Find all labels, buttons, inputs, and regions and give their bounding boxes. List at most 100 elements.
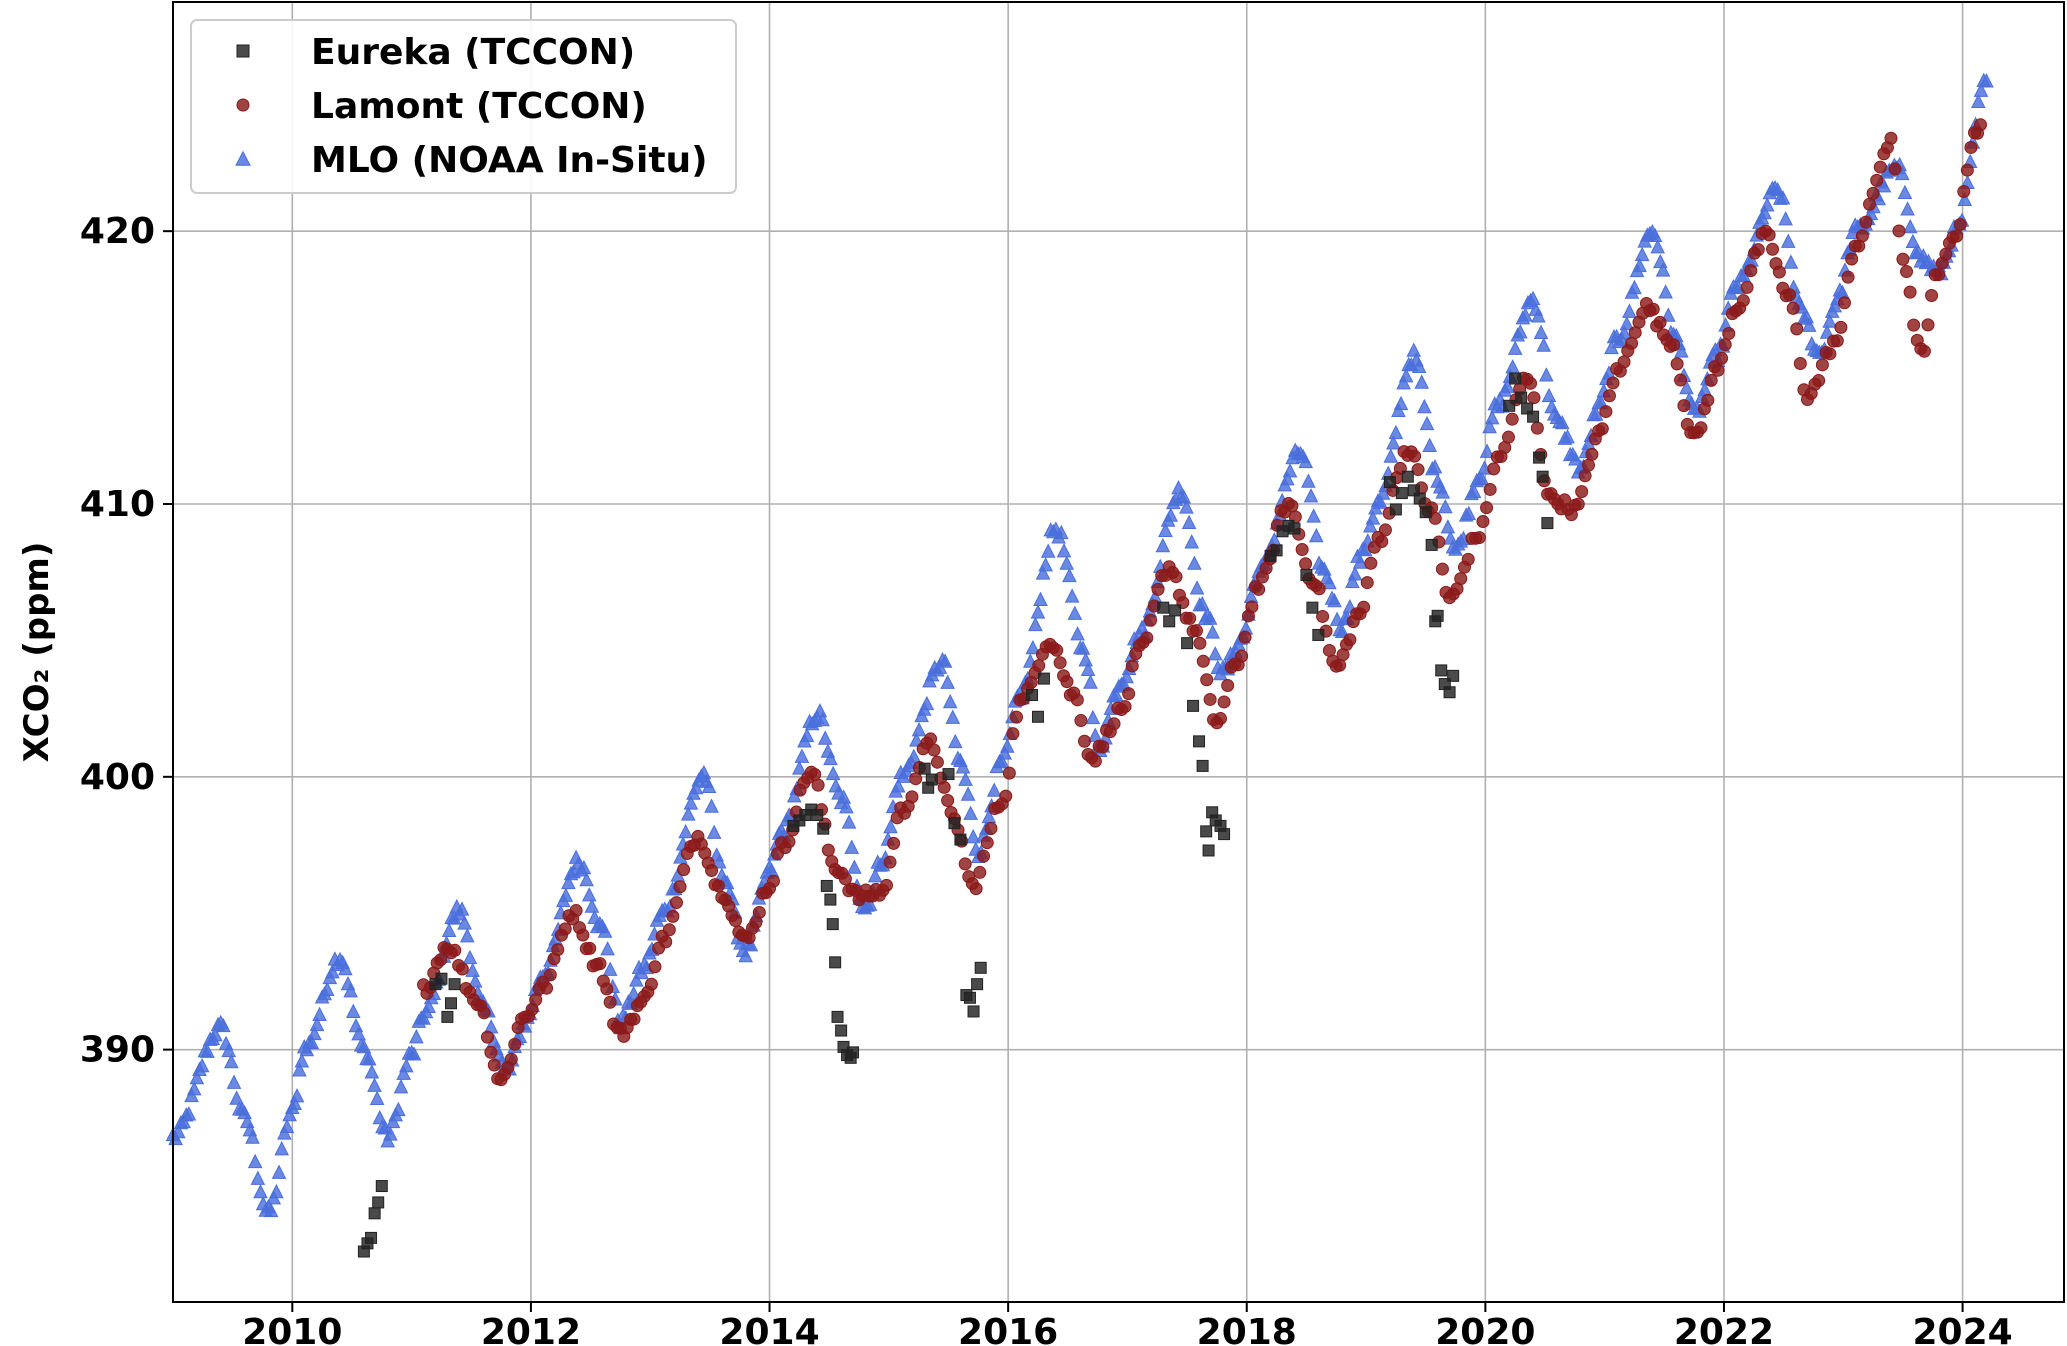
mlo-point xyxy=(1056,543,1072,558)
mlo-point xyxy=(1322,574,1337,590)
mlo-point xyxy=(1560,429,1575,444)
lamont-point xyxy=(1766,242,1780,256)
mlo-point xyxy=(170,1123,186,1139)
lamont-point xyxy=(669,896,683,910)
mlo-point xyxy=(1437,498,1453,514)
lamont-point xyxy=(627,1012,641,1026)
eureka-point xyxy=(448,978,461,991)
mlo-point xyxy=(393,1079,409,1094)
lamont-point xyxy=(821,843,835,857)
x-tick-label: 2012 xyxy=(481,1312,581,1346)
lamont-point xyxy=(1793,357,1807,371)
lamont-point xyxy=(1790,322,1804,336)
mlo-point xyxy=(1466,483,1482,499)
lamont-point xyxy=(1575,485,1589,499)
eureka-point xyxy=(1527,410,1540,423)
lamont-point xyxy=(673,880,687,894)
lamont-point xyxy=(1859,215,1873,229)
mlo-point xyxy=(1365,510,1381,525)
mlo-point xyxy=(1419,415,1435,431)
mlo-point xyxy=(364,1064,380,1079)
mlo-point xyxy=(1067,605,1083,620)
mlo-point xyxy=(226,1074,242,1089)
mlo-point xyxy=(282,1106,297,1122)
lamont-point xyxy=(1815,358,1829,372)
axis-ticks: 2010 2012 2014 2016 2018 2020 2022 2024 390 400 41… xyxy=(80,211,2013,1346)
lamont-point xyxy=(1932,268,1946,282)
lamont-point xyxy=(1973,118,1987,132)
mlo-point xyxy=(1414,374,1430,389)
x-tick-label: 2020 xyxy=(1435,1312,1535,1346)
lamont-point xyxy=(1002,766,1016,780)
lamont-point xyxy=(1939,247,1953,261)
eureka-point xyxy=(372,1196,385,1209)
legend-box xyxy=(190,19,737,194)
eureka-point xyxy=(1306,601,1319,614)
eureka-point xyxy=(1312,628,1325,641)
eureka-point xyxy=(1037,672,1050,685)
mlo-point xyxy=(304,1034,320,1050)
lamont-point xyxy=(1480,501,1494,515)
lamont-point xyxy=(593,957,607,971)
lamont-point xyxy=(1722,327,1736,341)
mlo-point xyxy=(253,1183,268,1199)
lamont-point xyxy=(1888,162,1902,176)
eureka-point xyxy=(974,961,987,974)
x-tick-label: 2014 xyxy=(719,1312,819,1346)
lamont-point xyxy=(455,962,469,976)
lamont-point xyxy=(1501,430,1515,444)
lamont-point xyxy=(583,941,597,955)
lamont-point xyxy=(752,905,766,919)
lamont-point xyxy=(1834,320,1848,334)
mlo-point xyxy=(367,1077,382,1092)
mlo-point xyxy=(1658,284,1673,299)
mlo-point xyxy=(909,732,924,747)
lamont-point xyxy=(1009,710,1023,724)
data-points xyxy=(165,72,1994,1258)
eureka-point xyxy=(829,956,842,969)
mlo-point xyxy=(200,1043,215,1058)
lamont-point xyxy=(711,879,725,893)
mlo-point xyxy=(1388,424,1404,440)
lamont-point xyxy=(1830,334,1844,348)
lamont-point xyxy=(1472,531,1486,545)
mlo-point xyxy=(1347,566,1363,581)
eureka-point xyxy=(1503,399,1516,412)
mlo-point xyxy=(701,778,717,794)
mlo-point xyxy=(947,733,963,749)
lamont-point xyxy=(1196,654,1210,668)
eureka-point xyxy=(444,997,457,1010)
eureka-point xyxy=(1425,538,1438,551)
mlo-point xyxy=(1533,324,1549,339)
mlo-point xyxy=(1554,414,1570,430)
mlo-point xyxy=(1108,687,1124,702)
eureka-point xyxy=(831,1010,844,1023)
mlo-point xyxy=(309,1016,325,1032)
mlo-point xyxy=(1053,524,1069,540)
eureka-point xyxy=(1300,568,1313,581)
mlo-point xyxy=(711,854,727,869)
lamont-point xyxy=(1896,252,1910,266)
mlo-point xyxy=(1062,567,1077,583)
y-tick-label: 390 xyxy=(80,1030,155,1071)
eureka-point xyxy=(1515,391,1528,404)
lamont-point xyxy=(1252,582,1266,596)
eureka-point xyxy=(1181,637,1194,650)
mlo-point xyxy=(815,711,830,727)
mlo-point xyxy=(997,745,1013,760)
mlo-point xyxy=(1778,211,1793,226)
mlo-point xyxy=(356,1038,372,1054)
mlo-point xyxy=(825,765,841,781)
eureka-point xyxy=(1447,669,1460,682)
eureka-point xyxy=(1383,476,1396,489)
lamont-point xyxy=(937,780,951,794)
lamont-point xyxy=(1122,687,1136,701)
lamont-point xyxy=(558,922,572,936)
mlo-point xyxy=(1822,313,1837,328)
mlo-point xyxy=(1973,82,1989,97)
eureka-point xyxy=(236,44,250,58)
eureka-point xyxy=(963,991,976,1004)
eureka-point xyxy=(435,972,448,985)
mlo-point xyxy=(247,1153,263,1169)
lamont-point xyxy=(958,857,972,871)
